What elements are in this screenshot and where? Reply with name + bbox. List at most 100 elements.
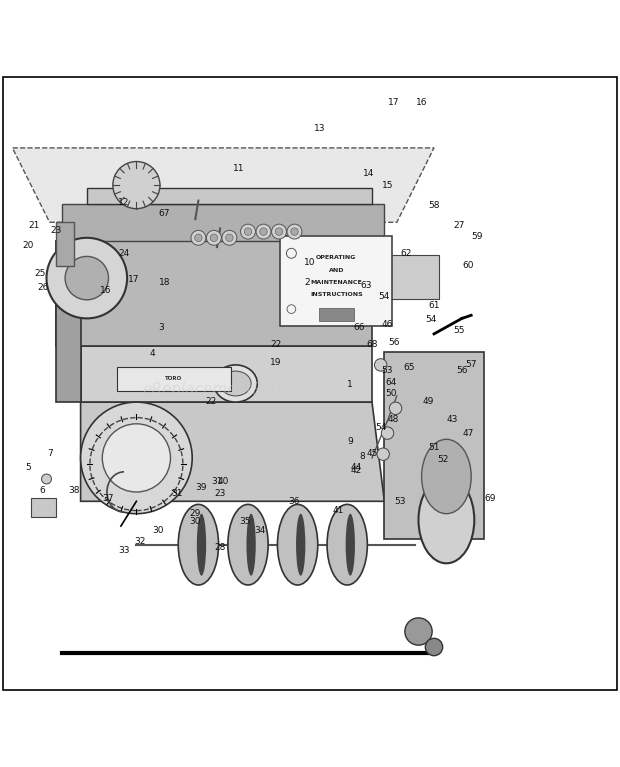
Circle shape bbox=[113, 162, 160, 209]
Circle shape bbox=[226, 234, 233, 242]
Text: 69: 69 bbox=[484, 495, 495, 503]
Polygon shape bbox=[31, 499, 56, 517]
Text: 54: 54 bbox=[425, 314, 436, 324]
FancyBboxPatch shape bbox=[280, 236, 392, 327]
Text: eReplacementParts.com: eReplacementParts.com bbox=[142, 382, 329, 397]
Circle shape bbox=[222, 230, 237, 245]
Text: 11: 11 bbox=[233, 163, 244, 173]
Circle shape bbox=[377, 448, 389, 460]
Polygon shape bbox=[87, 188, 372, 204]
Polygon shape bbox=[56, 222, 74, 265]
FancyBboxPatch shape bbox=[364, 255, 439, 298]
Text: 26: 26 bbox=[38, 283, 49, 292]
Text: 13: 13 bbox=[314, 123, 325, 133]
Circle shape bbox=[256, 224, 271, 239]
Text: 51: 51 bbox=[428, 443, 440, 452]
Circle shape bbox=[425, 638, 443, 656]
Text: 22: 22 bbox=[270, 341, 281, 350]
Circle shape bbox=[272, 224, 286, 239]
Text: 68: 68 bbox=[366, 341, 378, 350]
Circle shape bbox=[191, 230, 206, 245]
Circle shape bbox=[81, 402, 192, 514]
Ellipse shape bbox=[220, 371, 251, 396]
Text: 54: 54 bbox=[379, 292, 390, 301]
Text: 67: 67 bbox=[159, 209, 170, 219]
Text: 8: 8 bbox=[360, 452, 366, 461]
Text: 36: 36 bbox=[289, 497, 300, 506]
Circle shape bbox=[405, 618, 432, 645]
Text: 55: 55 bbox=[453, 326, 464, 335]
Text: 66: 66 bbox=[354, 324, 365, 332]
Text: 62: 62 bbox=[401, 249, 412, 258]
Circle shape bbox=[291, 228, 298, 235]
Text: 18: 18 bbox=[159, 278, 170, 287]
Ellipse shape bbox=[197, 514, 206, 576]
Text: 53: 53 bbox=[394, 497, 405, 506]
Text: OPERATING: OPERATING bbox=[316, 255, 356, 260]
Text: 17: 17 bbox=[128, 275, 139, 284]
Circle shape bbox=[260, 228, 267, 235]
Text: 58: 58 bbox=[428, 201, 440, 209]
Text: 63: 63 bbox=[360, 281, 371, 290]
Text: 10: 10 bbox=[304, 258, 316, 267]
Circle shape bbox=[244, 228, 252, 235]
Text: 42: 42 bbox=[351, 466, 362, 475]
Circle shape bbox=[287, 224, 302, 239]
Circle shape bbox=[42, 474, 51, 484]
Ellipse shape bbox=[327, 505, 367, 585]
Text: 17: 17 bbox=[388, 98, 399, 107]
Text: 37: 37 bbox=[103, 495, 114, 503]
Polygon shape bbox=[12, 148, 434, 222]
Ellipse shape bbox=[228, 505, 268, 585]
Text: 21: 21 bbox=[29, 221, 40, 229]
Text: 24: 24 bbox=[118, 249, 130, 258]
Text: 23: 23 bbox=[50, 226, 61, 235]
Text: 29: 29 bbox=[190, 509, 201, 518]
Text: 4: 4 bbox=[149, 349, 155, 358]
Circle shape bbox=[65, 256, 108, 300]
Circle shape bbox=[241, 224, 255, 239]
Text: 59: 59 bbox=[472, 232, 483, 241]
Text: 56: 56 bbox=[456, 366, 467, 375]
Text: 30: 30 bbox=[190, 517, 201, 526]
Ellipse shape bbox=[214, 365, 257, 402]
Text: 9: 9 bbox=[347, 437, 353, 446]
Text: 57: 57 bbox=[466, 360, 477, 370]
Circle shape bbox=[389, 402, 402, 414]
Text: 39: 39 bbox=[196, 483, 207, 492]
Circle shape bbox=[102, 424, 170, 492]
Text: 16: 16 bbox=[416, 98, 427, 107]
Text: 35: 35 bbox=[239, 517, 250, 526]
Text: AND: AND bbox=[329, 268, 344, 272]
Text: 40: 40 bbox=[218, 477, 229, 486]
Text: 14: 14 bbox=[363, 170, 374, 178]
Text: 60: 60 bbox=[463, 261, 474, 269]
Text: 15: 15 bbox=[382, 181, 393, 189]
Text: 25: 25 bbox=[35, 269, 46, 278]
Text: 22: 22 bbox=[205, 397, 216, 407]
Text: 64: 64 bbox=[385, 377, 396, 387]
Text: 44: 44 bbox=[351, 463, 362, 472]
Text: 38: 38 bbox=[69, 486, 80, 495]
Ellipse shape bbox=[346, 514, 355, 576]
Text: 23: 23 bbox=[215, 489, 226, 498]
Circle shape bbox=[275, 228, 283, 235]
Text: 33: 33 bbox=[118, 546, 130, 555]
Circle shape bbox=[210, 234, 218, 242]
Ellipse shape bbox=[247, 514, 256, 576]
Text: 34: 34 bbox=[255, 526, 266, 535]
Text: 65: 65 bbox=[404, 364, 415, 372]
Text: 31: 31 bbox=[211, 477, 223, 486]
Polygon shape bbox=[81, 346, 372, 402]
Text: 49: 49 bbox=[422, 397, 433, 407]
Text: 3: 3 bbox=[158, 324, 164, 332]
Text: TORO: TORO bbox=[165, 376, 182, 381]
Circle shape bbox=[206, 230, 221, 245]
Circle shape bbox=[374, 359, 387, 371]
Text: 45: 45 bbox=[366, 449, 378, 458]
Text: 1: 1 bbox=[347, 380, 353, 390]
Text: 27: 27 bbox=[453, 221, 464, 229]
Polygon shape bbox=[62, 204, 384, 241]
FancyBboxPatch shape bbox=[117, 367, 231, 391]
Text: MAINTENANCE: MAINTENANCE bbox=[311, 280, 362, 285]
